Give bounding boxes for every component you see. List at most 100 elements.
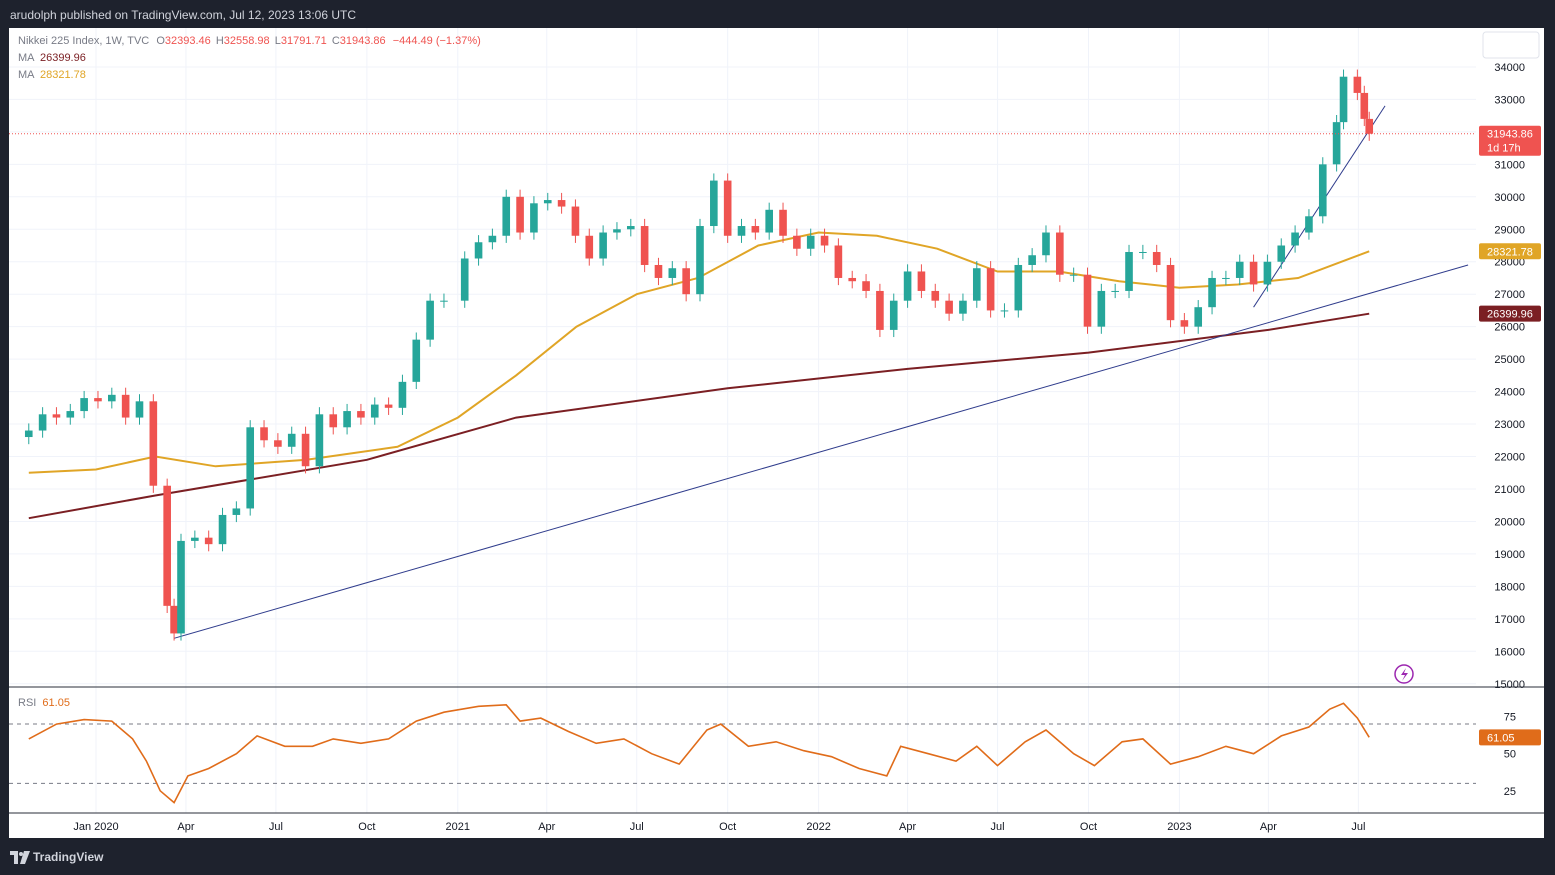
rsi-line: [28, 702, 1370, 804]
tradingview-brand[interactable]: TradingView: [33, 850, 104, 864]
candle: [329, 414, 338, 428]
countdown-value: 1d 17h: [1487, 143, 1521, 155]
ma-fast-line: [28, 231, 1370, 474]
legend-open-label: O: [156, 35, 165, 47]
x-tick-label: Oct: [1080, 821, 1097, 833]
x-tick-label: Oct: [358, 821, 375, 833]
legend-ma-slow-value: 26399.96: [39, 52, 86, 64]
candle: [1125, 251, 1133, 291]
y-tick-label: 33000: [1494, 94, 1525, 106]
candle: [1083, 274, 1092, 327]
x-tick-label: Apr: [1260, 821, 1277, 833]
rsi-layer: [28, 702, 1370, 804]
candle: [80, 398, 88, 412]
ma-fast-badge: 28321.78: [1479, 243, 1541, 260]
candle: [557, 200, 566, 207]
rsi-tick-label: 25: [1504, 786, 1516, 798]
candle: [682, 268, 690, 295]
legend-low-label: L: [274, 35, 281, 47]
legend-ma-slow[interactable]: MA 26399.96: [18, 52, 86, 64]
candle: [1263, 261, 1272, 285]
x-tick-label: Jul: [991, 821, 1005, 833]
candle: [1222, 277, 1230, 279]
legend-rsi[interactable]: RSI 61.05: [18, 697, 70, 709]
y-tick-label: 29000: [1494, 224, 1525, 236]
x-tick-label: Jul: [269, 821, 283, 833]
tradingview-logo-icon[interactable]: [10, 851, 30, 864]
candle: [959, 300, 967, 314]
y-tick-label: 17000: [1494, 614, 1525, 626]
candle: [751, 226, 760, 233]
x-tick-label: 2021: [446, 821, 470, 833]
candle: [66, 411, 75, 418]
candle: [1000, 310, 1009, 312]
last-price-badge: 31943.86 1d 17h: [1479, 125, 1541, 156]
candle: [1318, 164, 1327, 217]
candle: [889, 300, 898, 330]
candle: [1277, 245, 1286, 262]
candle: [246, 427, 255, 509]
candle: [972, 268, 981, 301]
y-tick-label: 26000: [1494, 322, 1525, 334]
candle: [370, 404, 379, 418]
candle: [1353, 76, 1362, 93]
legend-rsi-label: RSI: [18, 697, 37, 709]
trendline: [173, 264, 1469, 639]
candle: [232, 508, 241, 515]
ma-fast-layer: [28, 231, 1370, 474]
candle: [149, 401, 158, 486]
candle: [218, 514, 227, 545]
x-tick-label: 2023: [1167, 821, 1191, 833]
ma-slow-badge-value: 26399.96: [1487, 309, 1533, 321]
candle: [343, 411, 351, 428]
legend-main[interactable]: Nikkei 225 Index, 1W, TVC O32393.46 H325…: [18, 35, 481, 47]
candle: [1360, 92, 1369, 119]
candle: [1291, 232, 1299, 246]
chart-canvas[interactable]: 15000 16000 17000 18000 19000 20000 21000 22000…: [9, 28, 1544, 838]
settings-button[interactable]: [1482, 31, 1540, 59]
x-tick-label: Oct: [719, 821, 736, 833]
candle: [903, 271, 912, 301]
candle: [779, 209, 787, 236]
y-tick-label: 16000: [1494, 646, 1525, 658]
ma-slow-line: [28, 312, 1370, 520]
legend-ma-fast-label: MA: [18, 69, 34, 81]
candle: [108, 394, 116, 402]
legend-close-label: C: [331, 35, 340, 47]
candle: [862, 281, 870, 291]
candle: [848, 277, 857, 282]
y-tick-label: 30000: [1494, 192, 1525, 204]
legend-close: 31943.86: [339, 35, 386, 47]
candle: [737, 226, 746, 236]
ma-slow-layer: [28, 312, 1370, 520]
x-tick-label: Apr: [538, 821, 555, 833]
legend-rsi-value: 61.05: [42, 697, 70, 709]
candle: [626, 226, 635, 230]
candle: [1139, 251, 1147, 253]
candle: [191, 537, 199, 541]
chart-frame[interactable]: 15000 16000 17000 18000 19000 20000 21000 22000…: [9, 28, 1544, 838]
candle: [820, 235, 829, 246]
legend-high-label: H: [215, 35, 224, 47]
y-tick-label: 15000: [1494, 679, 1525, 691]
ma-fast-badge-value: 28321.78: [1487, 246, 1533, 258]
candle: [502, 196, 511, 236]
candle: [1332, 122, 1341, 165]
rsi-badge-value: 61.05: [1487, 732, 1515, 744]
flash-icon[interactable]: [1394, 664, 1414, 684]
legend-ma-fast[interactable]: MA 28321.78: [18, 69, 86, 81]
legend-change: −444.49 (−1.37%): [392, 35, 481, 47]
candle: [274, 440, 282, 447]
time-axis: Jan 2020 Apr Jul Oct 2021 Apr Jul Oct 2022 Apr Jul…: [9, 812, 1544, 833]
rsi-tick-label: 50: [1504, 749, 1516, 761]
x-tick-label: Jan 2020: [73, 821, 118, 833]
candle: [287, 433, 296, 447]
last-price-value: 31943.86: [1487, 129, 1533, 141]
legend-high: 32558.98: [223, 35, 270, 47]
candle: [121, 394, 130, 418]
y-tick-label: 34000: [1494, 62, 1525, 74]
grid: [9, 28, 1476, 813]
candle: [1069, 274, 1078, 276]
candles-layer: [24, 69, 1374, 641]
candle: [806, 235, 815, 249]
